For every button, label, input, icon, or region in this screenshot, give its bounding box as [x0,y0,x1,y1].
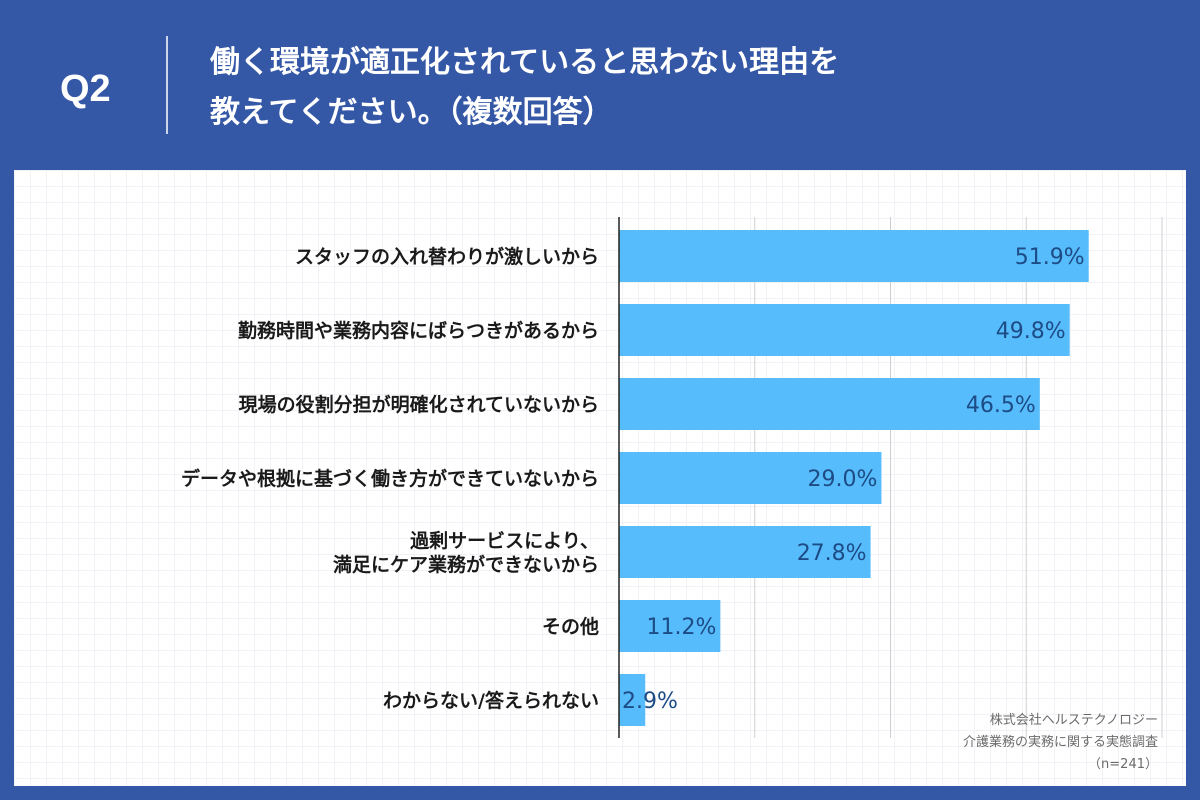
survey-credit: 株式会社ヘルステクノロジー 介護業務の実務に関する実態調査 （n=241） [758,710,1158,776]
data-label: 49.8% [996,319,1066,344]
category-label: わからない/答えられない [383,689,599,712]
question-header: Q2 働く環境が適正化されていると思わない理由を 教えてください。（複数回答） [0,0,1200,170]
category-label: 勤務時間や業務内容にばらつきがあるから [238,319,599,342]
bar [619,674,646,726]
data-label: 29.0% [808,467,878,492]
bar [619,452,882,504]
category-label: 現場の役割分担が明確化されていないから [239,393,599,416]
category-label: データや根拠に基づく働き方ができていないから [181,467,599,490]
chart-panel: 51.9% スタッフの入れ替わりが激しいから 49.8% 勤務時間や業務内容にばらつき… [14,170,1186,786]
bar [619,304,1070,356]
data-label: 46.5% [966,393,1036,418]
category-label: 過剰サービスにより、満足にケア業務ができないから [333,529,599,576]
data-label: 2.9% [622,689,678,714]
bar [619,526,871,578]
bar-chart: 51.9% スタッフの入れ替わりが激しいから 49.8% 勤務時間や業務内容にばらつき… [181,217,1163,738]
credit-company: 株式会社ヘルステクノロジー [989,713,1158,728]
question-title: 働く環境が適正化されていると思わない理由を 教えてください。（複数回答） [210,38,1170,138]
category-label: その他 [542,615,599,638]
header-divider [166,36,168,134]
data-label: 51.9% [1015,245,1085,270]
credit-survey: 介護業務の実務に関する実態調査 [962,735,1158,750]
question-number: Q2 [60,68,111,110]
credit-sample-size: （n=241） [1088,757,1158,772]
data-label: 11.2% [646,615,716,640]
data-label: 27.8% [797,541,867,566]
category-label: スタッフの入れ替わりが激しいから [295,245,599,268]
question-title-line-1: 働く環境が適正化されていると思わない理由を [210,45,840,80]
bar [619,600,721,652]
bar [619,230,1089,282]
question-title-line-2: 教えてください。（複数回答） [210,95,613,130]
bar [619,378,1040,430]
